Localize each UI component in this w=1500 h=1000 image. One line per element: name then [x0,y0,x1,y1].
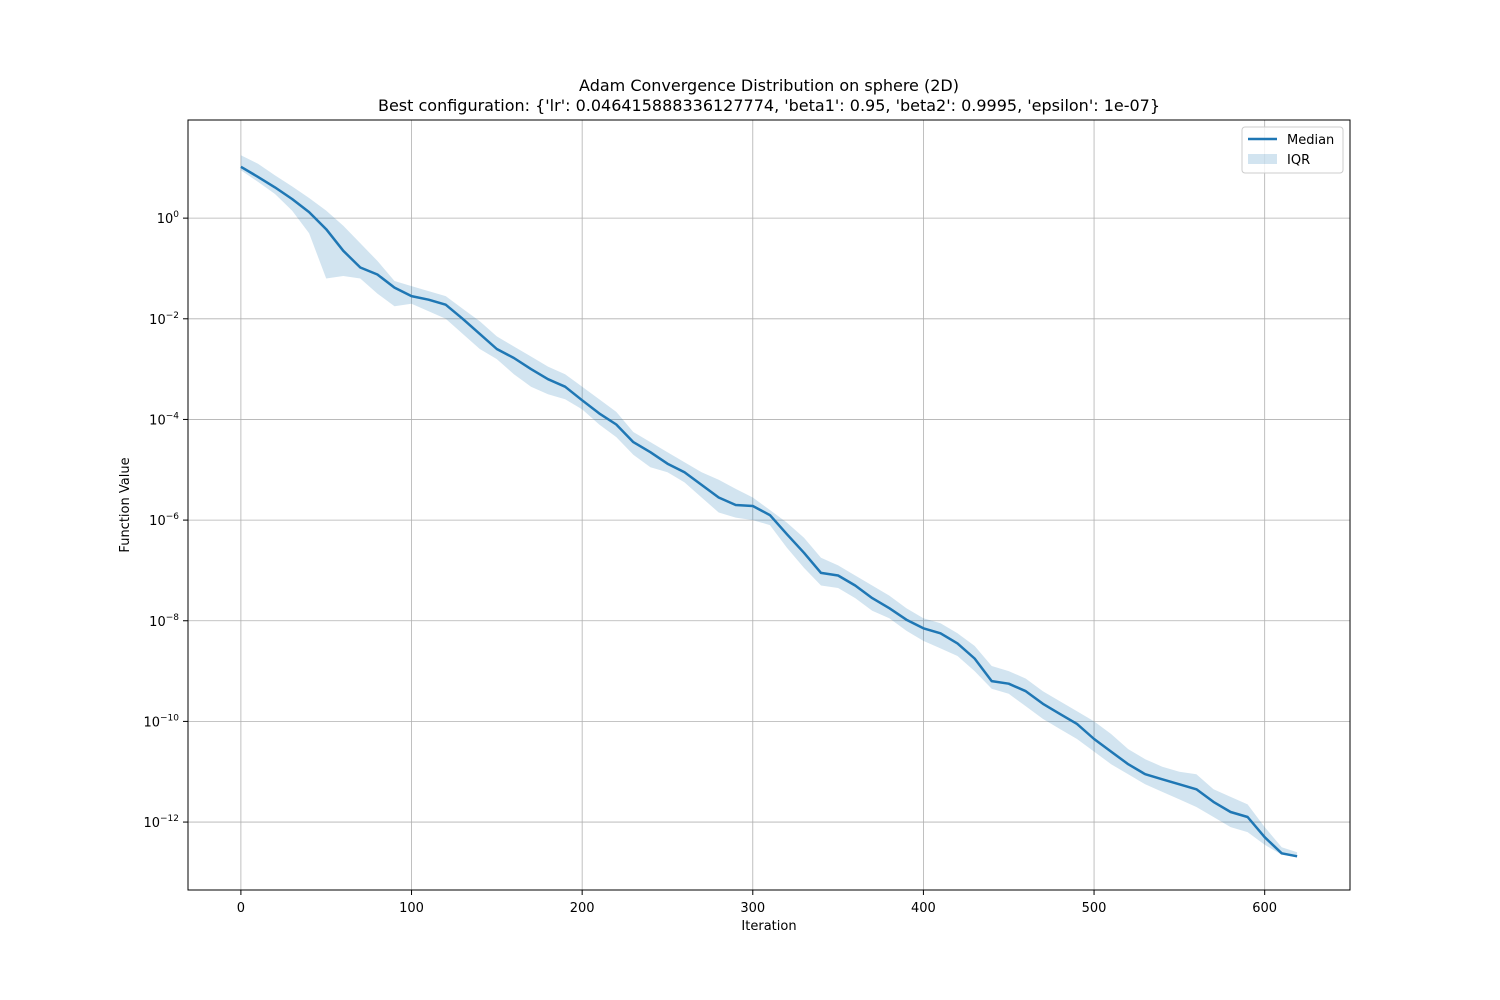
legend-iqr-label: IQR [1287,153,1310,168]
y-tick-label: 10−10 [143,713,179,730]
y-tick-label: 100 [157,210,180,227]
iqr-band-layer [240,155,1298,858]
x-tick-label: 500 [1082,901,1107,916]
legend-median-label: Median [1287,133,1334,148]
y-tick-label: 10−8 [149,613,179,630]
median-line [240,165,1298,858]
legend: Median IQR [1241,126,1344,174]
y-axis-title: Function Value [118,457,133,552]
y-tick-label: 10−2 [149,311,179,328]
y-tick-label: 10−4 [149,411,179,428]
chart-subtitle: Best configuration: {'lr': 0.04641588833… [378,96,1160,115]
x-axis-title: Iteration [741,919,796,934]
y-tick-label: 10−12 [143,814,179,831]
x-tick-label: 0 [237,901,245,916]
x-tick-label: 100 [399,901,424,916]
grid [188,120,1350,890]
plot-area-frame [187,119,1351,891]
iqr-band [240,155,1298,858]
chart-title: Adam Convergence Distribution on sphere … [579,76,959,95]
y-axis-ticks: 100 10−2 10−4 10−6 10−8 10−10 10−12 [143,210,188,831]
x-axis-ticks: 0 100 200 300 400 500 600 [237,890,1277,916]
y-tick-label: 10−6 [149,512,179,529]
legend-iqr-swatch [1248,154,1277,164]
x-tick-label: 300 [740,901,765,916]
x-tick-label: 200 [570,901,595,916]
x-tick-label: 600 [1252,901,1277,916]
median-line-layer [240,165,1298,858]
x-tick-label: 400 [911,901,936,916]
